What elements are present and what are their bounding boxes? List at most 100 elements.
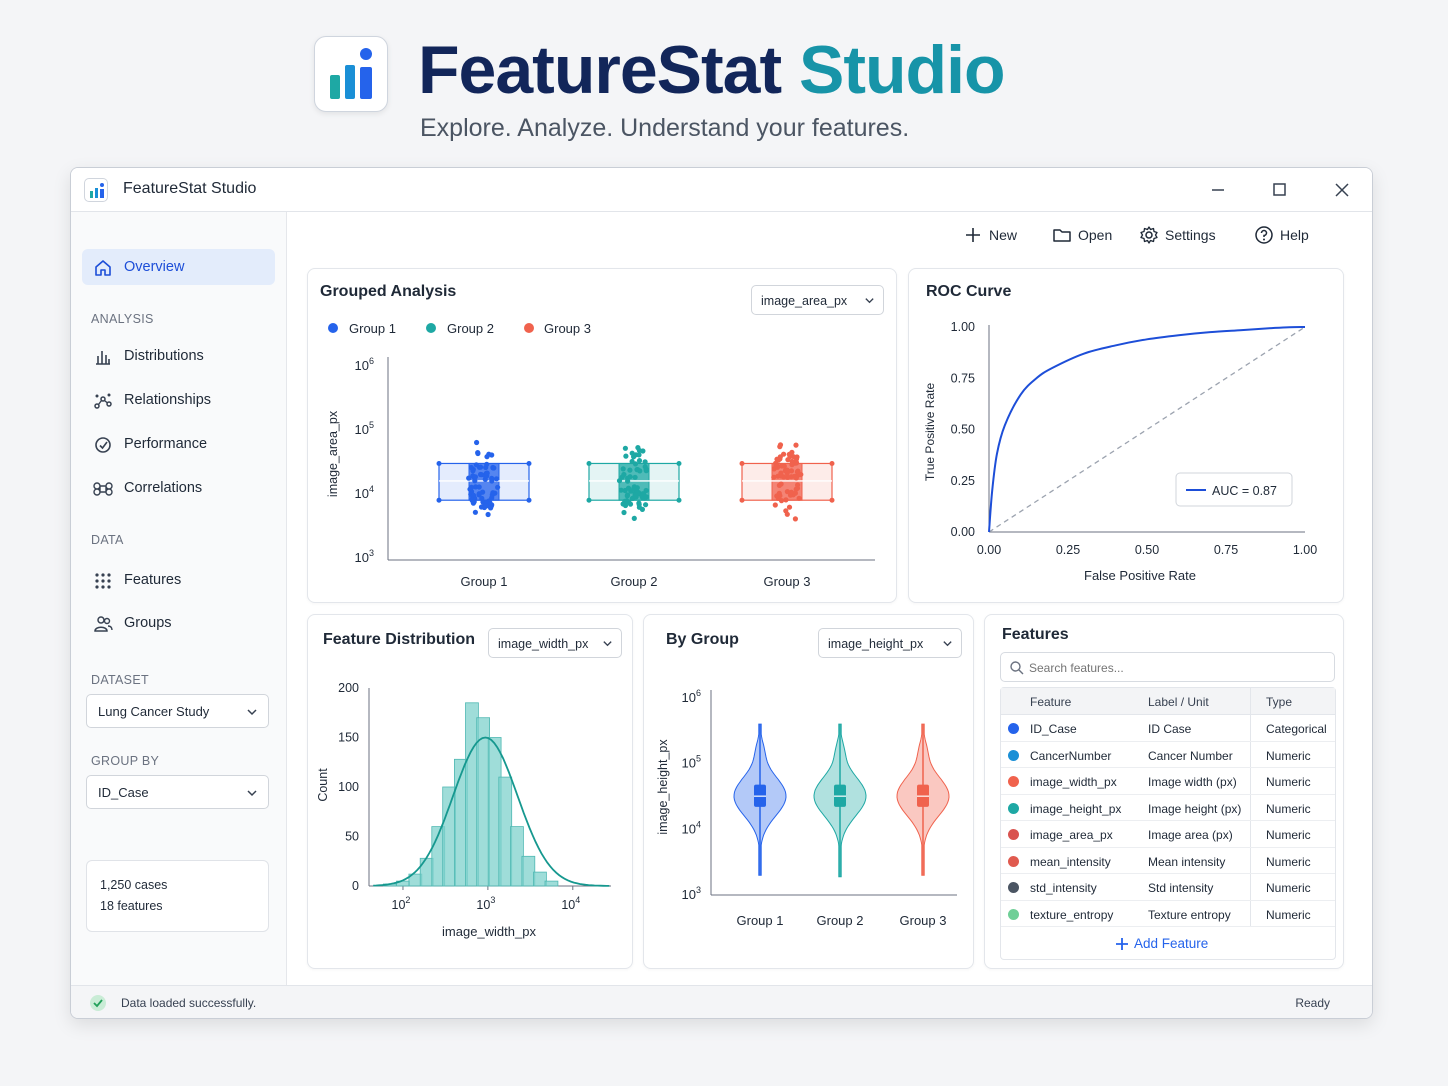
data-section-label: DATA (91, 533, 124, 547)
y-tick-label: 105 (355, 420, 374, 437)
roc-curve-card: ROC Curve True Positive Rate False Posit… (908, 268, 1344, 603)
data-point (635, 445, 641, 451)
features-title: Features (1002, 626, 1069, 643)
app-window: FeatureStat Studio Overview ANALYSIS Dis… (70, 167, 1373, 1019)
data-point (793, 460, 800, 466)
close-button[interactable] (1324, 176, 1360, 204)
sidebar: Overview ANALYSIS Distributions Relation… (71, 212, 287, 987)
sidebar-item-overview[interactable]: Overview (82, 249, 275, 285)
x-tick-label: 102 (392, 895, 411, 912)
data-point (472, 478, 478, 484)
y-tick-label: 0.25 (951, 474, 975, 488)
y-tick-label: 105 (682, 754, 701, 771)
y-tick-label: 0.75 (951, 371, 975, 385)
feature-name: image_area_px (1030, 828, 1113, 842)
title-bar: FeatureStat Studio (71, 168, 1372, 212)
dataset-select-value: Lung Cancer Study (98, 704, 210, 719)
data-point (778, 470, 784, 476)
box-corner (436, 497, 442, 503)
add-feature-button[interactable]: Add Feature (1001, 927, 1335, 959)
data-point (793, 442, 799, 448)
sidebar-item-distributions[interactable]: Distributions (82, 338, 275, 374)
y-tick-label: 104 (682, 819, 701, 836)
search-input[interactable] (1029, 658, 1319, 678)
grouped-analysis-title: Grouped Analysis (320, 283, 457, 300)
x-tick-label: 104 (561, 895, 580, 912)
data-point (627, 501, 634, 507)
maximize-button[interactable] (1261, 176, 1297, 204)
groupby-select[interactable]: ID_Case (86, 775, 269, 809)
data-point (795, 468, 801, 474)
sidebar-item-features[interactable]: Features (82, 562, 275, 598)
box-corner (739, 497, 745, 503)
box-corner (829, 497, 835, 503)
help-button[interactable]: Help (1254, 223, 1320, 247)
y-tick-label: 100 (338, 780, 359, 794)
data-point (472, 509, 478, 515)
histogram-chart: Count image_width_px 200 150 100 50 0 102 103 1… (316, 681, 611, 939)
minimize-button[interactable] (1200, 176, 1236, 204)
legend-swatch-group2 (426, 323, 436, 333)
data-point (631, 454, 637, 460)
table-row[interactable]: CancerNumber Cancer Number Numeric (1001, 741, 1335, 768)
roc-legend-box (1175, 472, 1293, 507)
data-point (474, 439, 480, 446)
data-point (639, 493, 645, 499)
grouped-feature-dropdown[interactable]: image_area_px (751, 285, 884, 315)
data-point (635, 467, 641, 473)
open-button[interactable]: Open (1052, 223, 1118, 247)
new-button-label: New (989, 227, 1018, 243)
data-point (792, 490, 798, 496)
data-point (484, 454, 490, 460)
histogram-bar (510, 826, 524, 887)
grouped-analysis-chart: Group 1 Group 2 Group 3 image_area_px 10… (326, 321, 875, 589)
bygroup-feature-dropdown[interactable]: image_height_px (818, 628, 962, 658)
sidebar-item-label: Correlations (124, 480, 203, 496)
sidebar-item-groups[interactable]: Groups (82, 605, 275, 641)
sidebar-item-relationships[interactable]: Relationships (82, 382, 275, 418)
data-point (788, 468, 795, 474)
box-corner (436, 460, 442, 466)
table-row[interactable]: mean_intensity Mean intensity Numeric (1001, 847, 1335, 874)
box-corner (676, 497, 682, 503)
feature-name: image_height_px (1030, 801, 1122, 816)
hero-title: FeatureStat Studio (418, 32, 1006, 108)
y-tick-label: 103 (682, 885, 701, 902)
data-point (620, 466, 626, 472)
histogram-bar (498, 776, 513, 887)
settings-button[interactable]: Settings (1139, 223, 1223, 247)
new-button[interactable]: New (963, 223, 1023, 247)
dataset-select[interactable]: Lung Cancer Study (86, 694, 269, 728)
distribution-feature-dropdown[interactable]: image_width_px (488, 628, 622, 658)
data-point (619, 474, 625, 480)
sidebar-item-label: Distributions (124, 348, 204, 364)
data-point (781, 463, 787, 469)
table-row[interactable]: image_area_px Image area (px) Numeric (1001, 821, 1335, 848)
y-tick-label: 150 (338, 731, 359, 745)
density-curve (373, 736, 610, 887)
header-type: Type (1266, 695, 1293, 709)
data-point (642, 459, 648, 465)
data-point (470, 492, 477, 498)
search-icon (1010, 661, 1024, 675)
table-row[interactable]: ID_Case ID Case Categorical (1001, 715, 1335, 742)
data-point (475, 450, 481, 457)
status-bar: Data loaded successfully. Ready (71, 985, 1372, 1018)
data-point (788, 474, 794, 480)
x-tick-label: 1.00 (1293, 543, 1317, 557)
histogram-bar (419, 857, 434, 887)
table-row[interactable]: image_height_px Image height (px) Numeric (1001, 794, 1335, 821)
data-point (793, 475, 799, 481)
feature-label: Std intensity (1148, 881, 1214, 895)
table-row[interactable]: texture_entropy Texture entropy Numeric (1001, 900, 1335, 927)
sidebar-item-correlations[interactable]: Correlations (82, 470, 275, 506)
data-point (786, 504, 793, 510)
table-row[interactable]: std_intensity Std intensity Numeric (1001, 874, 1335, 901)
feature-search[interactable] (1000, 652, 1335, 682)
data-point (788, 489, 794, 495)
plus-icon (966, 228, 980, 242)
table-row[interactable]: image_width_px Image width (px) Numeric (1001, 768, 1335, 795)
data-point (789, 449, 795, 455)
sidebar-item-performance[interactable]: Performance (82, 426, 275, 462)
histogram-bar (533, 871, 547, 887)
